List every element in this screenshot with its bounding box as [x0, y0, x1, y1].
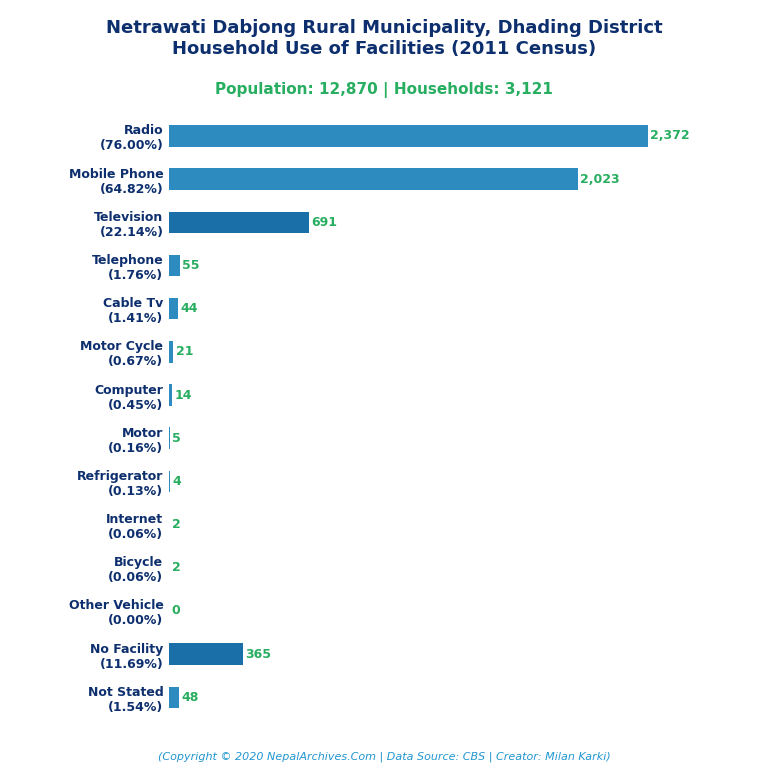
- Text: 691: 691: [311, 216, 337, 229]
- Bar: [169, 168, 578, 190]
- Bar: [169, 687, 179, 708]
- Text: 14: 14: [174, 389, 192, 402]
- Bar: [169, 644, 243, 665]
- Bar: [169, 255, 180, 276]
- Text: 44: 44: [180, 302, 198, 315]
- Text: 4: 4: [172, 475, 181, 488]
- Bar: [169, 384, 172, 406]
- Text: 21: 21: [176, 346, 193, 359]
- Bar: [169, 298, 178, 319]
- Text: 2,372: 2,372: [650, 130, 690, 142]
- Text: (Copyright © 2020 NepalArchives.Com | Data Source: CBS | Creator: Milan Karki): (Copyright © 2020 NepalArchives.Com | Da…: [157, 751, 611, 762]
- Text: 5: 5: [172, 432, 181, 445]
- Text: Netrawati Dabjong Rural Municipality, Dhading District
Household Use of Faciliti: Netrawati Dabjong Rural Municipality, Dh…: [106, 19, 662, 58]
- Text: 365: 365: [245, 647, 271, 660]
- Text: 2: 2: [172, 518, 180, 531]
- Bar: [169, 471, 170, 492]
- Bar: [169, 125, 648, 147]
- Bar: [169, 428, 170, 449]
- Text: 2: 2: [172, 561, 180, 574]
- Bar: [169, 341, 174, 362]
- Bar: [169, 211, 309, 233]
- Text: 48: 48: [181, 691, 198, 703]
- Text: 0: 0: [171, 604, 180, 617]
- Text: 55: 55: [183, 259, 200, 272]
- Text: Population: 12,870 | Households: 3,121: Population: 12,870 | Households: 3,121: [215, 82, 553, 98]
- Text: 2,023: 2,023: [580, 173, 620, 186]
